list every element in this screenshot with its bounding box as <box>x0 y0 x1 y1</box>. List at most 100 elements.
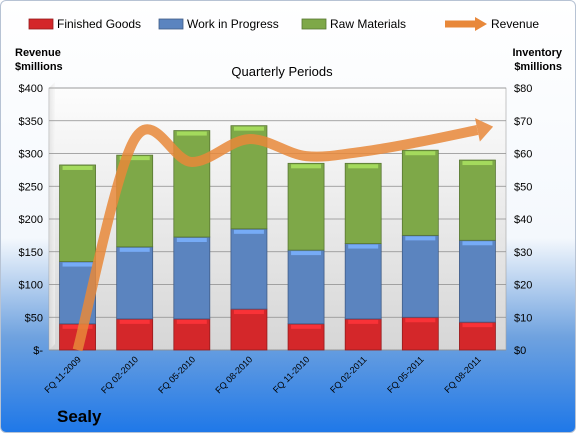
legend-label: Work in Progress <box>187 17 279 31</box>
bar-segment-finished-goods <box>459 321 496 351</box>
chart-title: Quarterly Periods <box>231 64 333 79</box>
bar-top-highlight <box>119 247 150 252</box>
right-tick-label: $80 <box>514 83 532 95</box>
legend-swatch <box>28 18 54 30</box>
bar-top-highlight <box>119 156 150 161</box>
bar-face <box>459 239 496 323</box>
bar-segment-finished-goods <box>173 318 211 351</box>
bar-segment-work-in-progress <box>401 234 439 318</box>
right-tick-label: $30 <box>514 247 532 259</box>
category-label: FQ 05-2011 <box>385 354 426 395</box>
bar-face <box>230 228 268 310</box>
plot-side-wall <box>49 82 55 350</box>
bar-top-highlight <box>176 131 207 136</box>
bar-face <box>59 164 96 262</box>
revenue-series <box>72 118 494 352</box>
bar-segment-raw-materials <box>459 159 496 241</box>
bar-face <box>287 249 325 325</box>
bar-segment-finished-goods <box>344 318 382 351</box>
bar-top-highlight <box>462 161 493 166</box>
bar-top-highlight <box>291 324 322 329</box>
left-tick-label: $150 <box>19 247 43 259</box>
left-tick-label: $400 <box>19 83 43 95</box>
bar-segment-work-in-progress <box>116 246 154 320</box>
bar-top-highlight <box>176 319 207 324</box>
bar-top-highlight <box>62 165 93 170</box>
legend-swatch <box>158 18 184 30</box>
left-axis-title-line2: $millions <box>15 61 63 73</box>
left-tick-label: $- <box>33 345 43 357</box>
bar-face <box>116 246 154 320</box>
bar-face <box>230 308 268 351</box>
bar-segment-work-in-progress <box>173 236 211 320</box>
right-tick-label: $20 <box>514 280 532 292</box>
right-tick-label: $60 <box>514 149 532 161</box>
bar-face <box>401 316 439 351</box>
bar-segment-finished-goods <box>401 316 439 351</box>
bar-segment-raw-materials <box>173 130 211 238</box>
bar-segment-finished-goods <box>287 323 325 351</box>
revenue-arrowhead <box>475 118 494 142</box>
bar-face <box>173 236 211 320</box>
legend-label: Revenue <box>491 17 539 31</box>
bar-face <box>401 234 439 318</box>
bar-top-highlight <box>62 262 93 267</box>
left-tick-label: $50 <box>25 312 43 324</box>
bar-top-highlight <box>119 319 150 324</box>
bar-segment-work-in-progress <box>344 243 382 320</box>
legend-label: Raw Materials <box>330 17 406 31</box>
legend-item-finished-goods: Finished Goods <box>28 17 141 31</box>
right-tick-label: $0 <box>514 345 526 357</box>
bar-segment-raw-materials <box>401 149 439 236</box>
bar-face <box>344 162 382 244</box>
bar-top-highlight <box>348 244 379 249</box>
bar-segment-work-in-progress <box>230 228 268 310</box>
left-tick-label: $250 <box>19 181 43 193</box>
category-label: FQ 11-2009 <box>42 354 83 395</box>
legend-item-work-in-progress: Work in Progress <box>158 17 279 31</box>
bar-segment-finished-goods <box>230 308 268 351</box>
bar-top-highlight <box>462 241 493 246</box>
bar-top-highlight <box>348 319 379 324</box>
bar-top-highlight <box>176 238 207 243</box>
company-name: Sealy <box>57 407 102 426</box>
bar-face <box>344 243 382 320</box>
bar-segment-raw-materials <box>287 162 325 251</box>
bar-top-highlight <box>291 251 322 256</box>
revenue-line <box>72 124 479 352</box>
right-axis-title-line1: Inventory <box>512 47 562 59</box>
bar-face <box>173 130 211 238</box>
category-label: FQ 02-2010 <box>99 354 140 395</box>
legend-item-revenue: Revenue <box>445 17 539 31</box>
right-axis-title-line2: $millions <box>514 61 562 73</box>
bar-top-highlight <box>405 236 436 241</box>
axis-titles: Revenue $millions Inventory $millions Qu… <box>15 47 563 79</box>
left-tick-label: $350 <box>19 116 43 128</box>
right-tick-label: $40 <box>514 214 532 226</box>
category-label: FQ 02-2011 <box>328 354 369 395</box>
bar-top-highlight <box>291 164 322 169</box>
bar-face <box>116 318 154 351</box>
legend-swatch <box>301 18 327 30</box>
bar-top-highlight <box>233 126 264 131</box>
bar-segment-work-in-progress <box>459 239 496 323</box>
bar-top-highlight <box>405 151 436 156</box>
bar-segment-finished-goods <box>116 318 154 351</box>
left-axis-title-line1: Revenue <box>15 47 61 59</box>
plot-area: $- $0 $50 $10 $100 $20 $150 $30 $200 $40 $250 $50 $3… <box>19 82 532 395</box>
right-tick-label: $70 <box>514 116 532 128</box>
bar-top-highlight <box>405 318 436 323</box>
bar-face <box>344 318 382 351</box>
left-tick-label: $200 <box>19 214 43 226</box>
left-tick-label: $300 <box>19 149 43 161</box>
bar-face <box>459 159 496 241</box>
legend: Finished Goods Work in Progress Raw Materi… <box>28 17 539 31</box>
bar-top-highlight <box>462 323 493 328</box>
bar-segment-raw-materials <box>59 164 96 262</box>
bar-top-highlight <box>233 310 264 315</box>
bar-top-highlight <box>233 229 264 234</box>
bar-segment-raw-materials <box>344 162 382 244</box>
bar-segment-work-in-progress <box>287 249 325 325</box>
